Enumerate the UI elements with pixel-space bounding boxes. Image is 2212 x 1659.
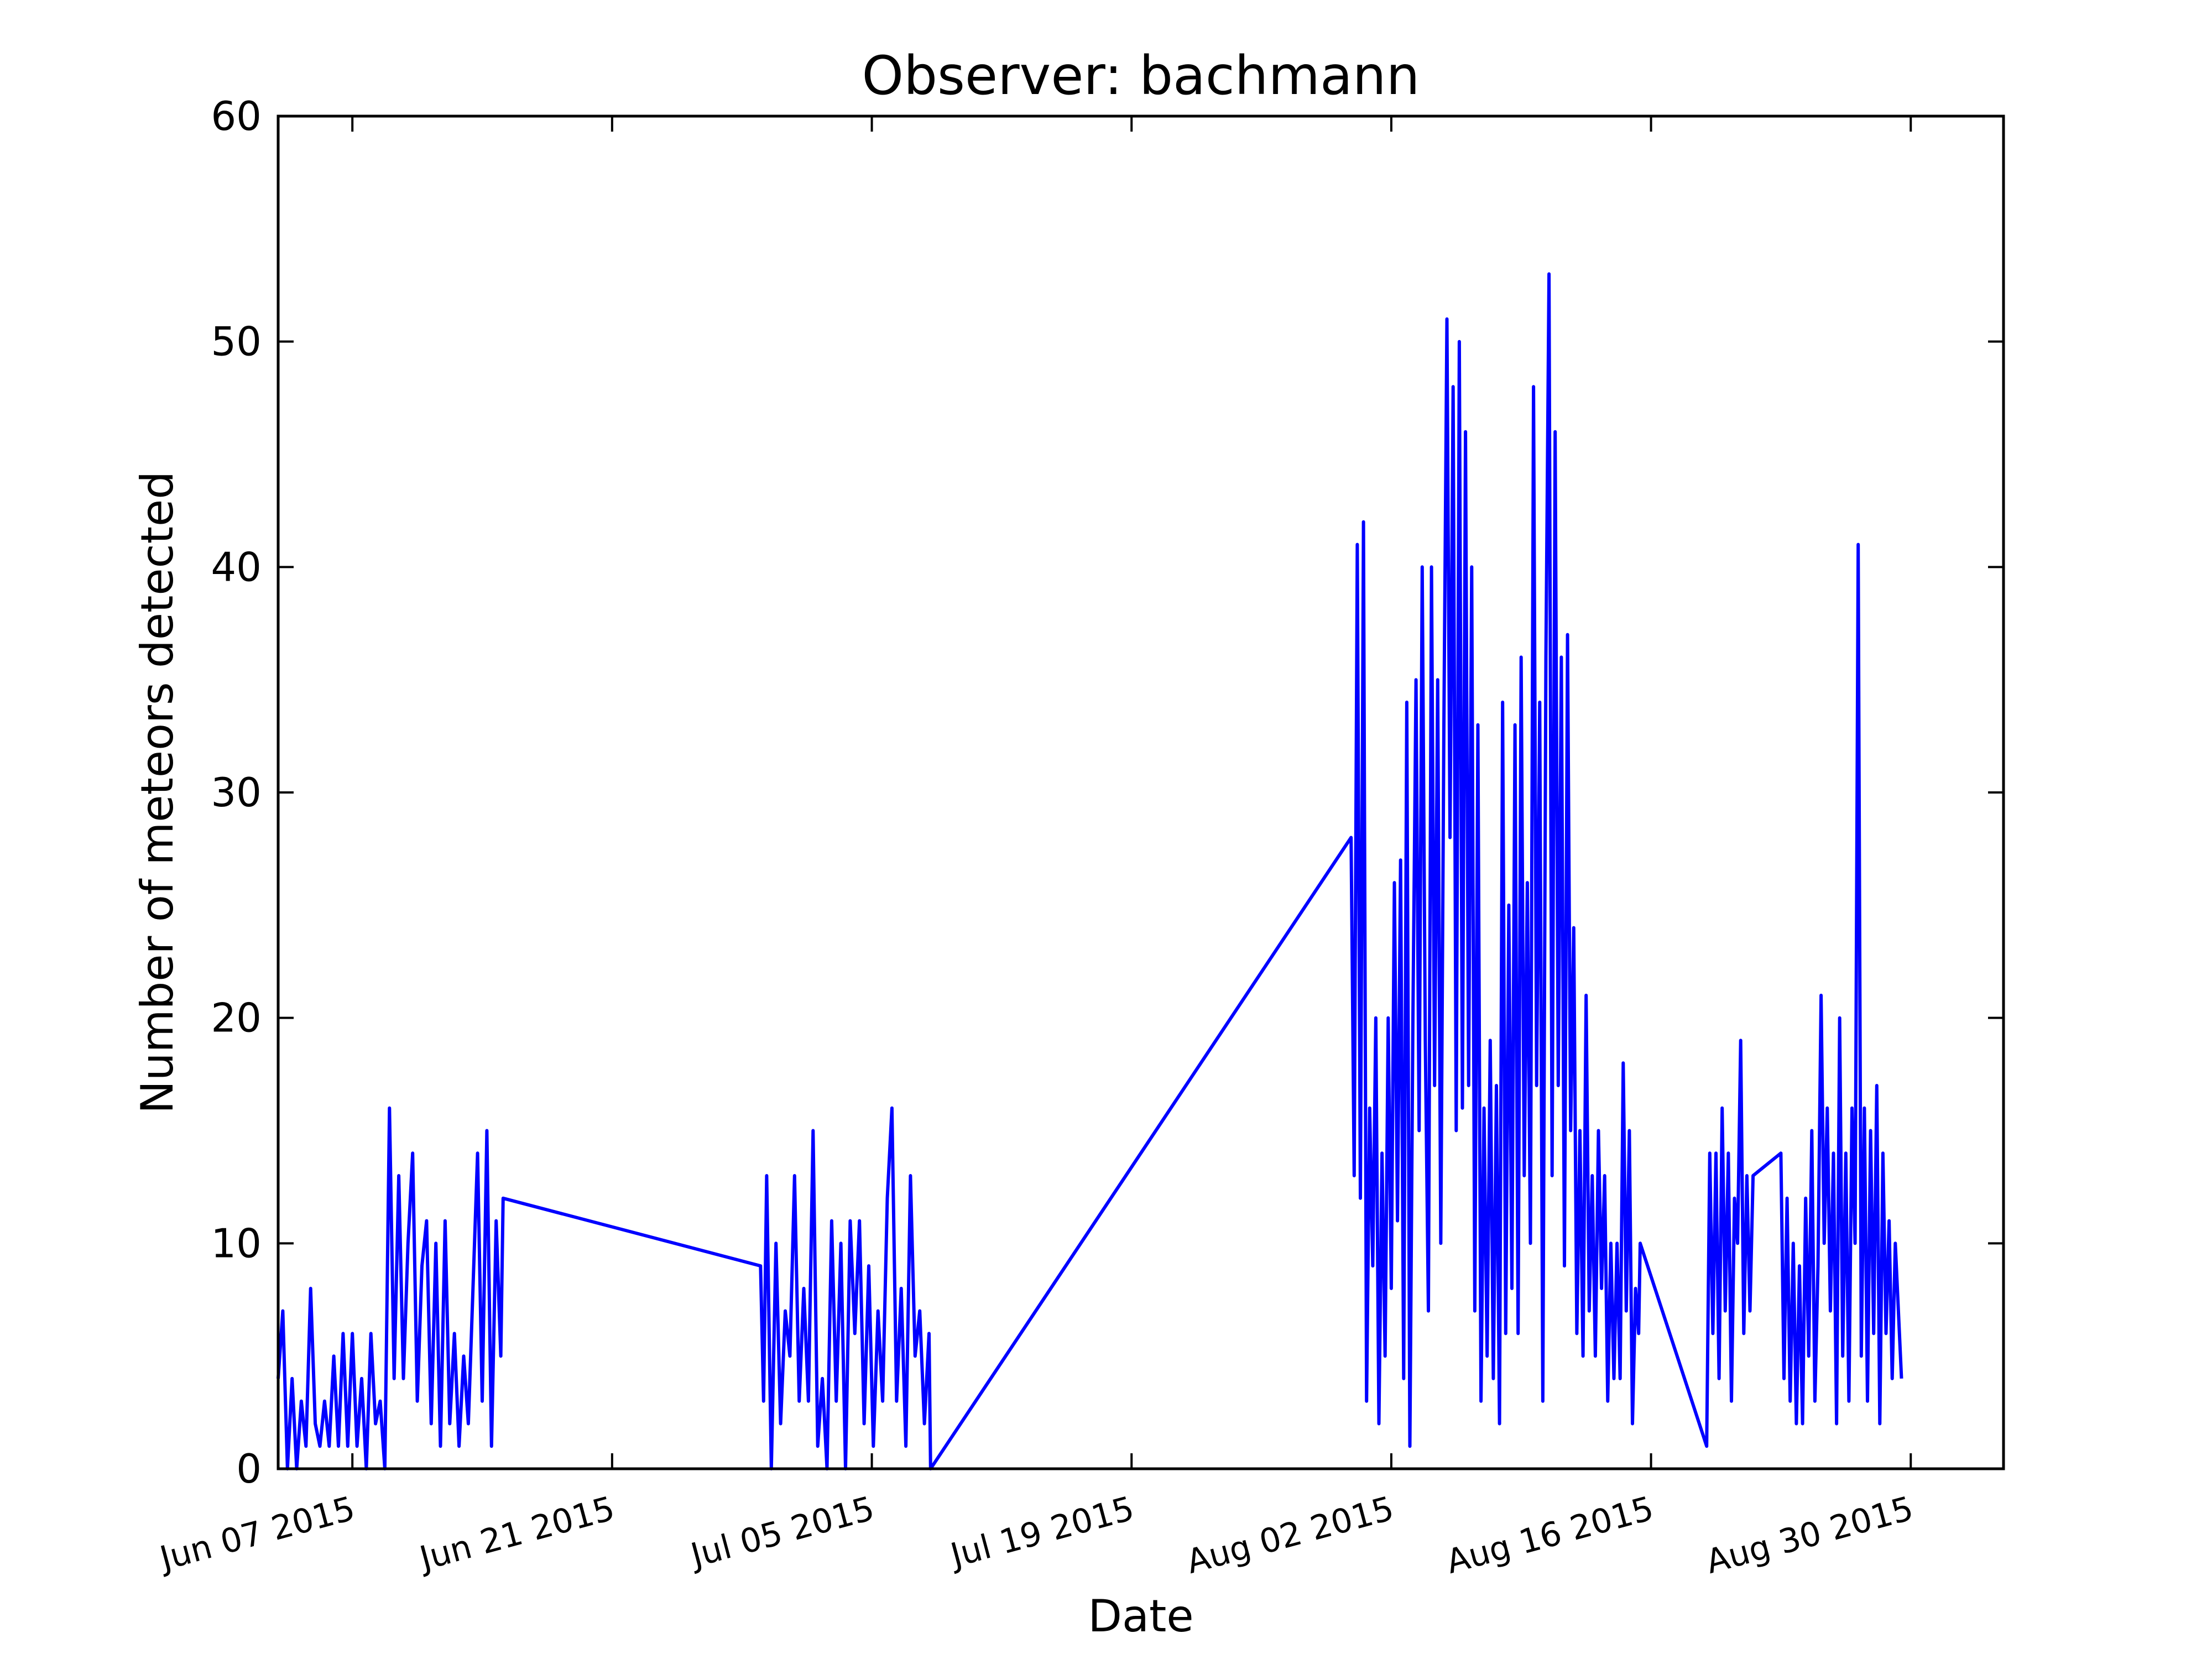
series-line: [276, 272, 1903, 1470]
y-tick-label: 50: [211, 319, 262, 365]
y-tick-label: 40: [211, 544, 262, 590]
plot-area: [276, 272, 1903, 1470]
y-tick-label: 30: [211, 769, 262, 816]
y-tick-label: 0: [236, 1446, 262, 1492]
y-tick-label: 10: [211, 1220, 262, 1266]
y-axis-ticks: 0 10 20 30 40 50 60: [211, 93, 2004, 1492]
y-axis-label: Number of meteors detected: [132, 471, 183, 1114]
y-tick-label: 20: [211, 995, 262, 1041]
chart-title: Observer: bachmann: [862, 45, 1420, 107]
y-tick-label: 60: [211, 93, 262, 139]
x-axis-label: Date: [1088, 1590, 1193, 1642]
